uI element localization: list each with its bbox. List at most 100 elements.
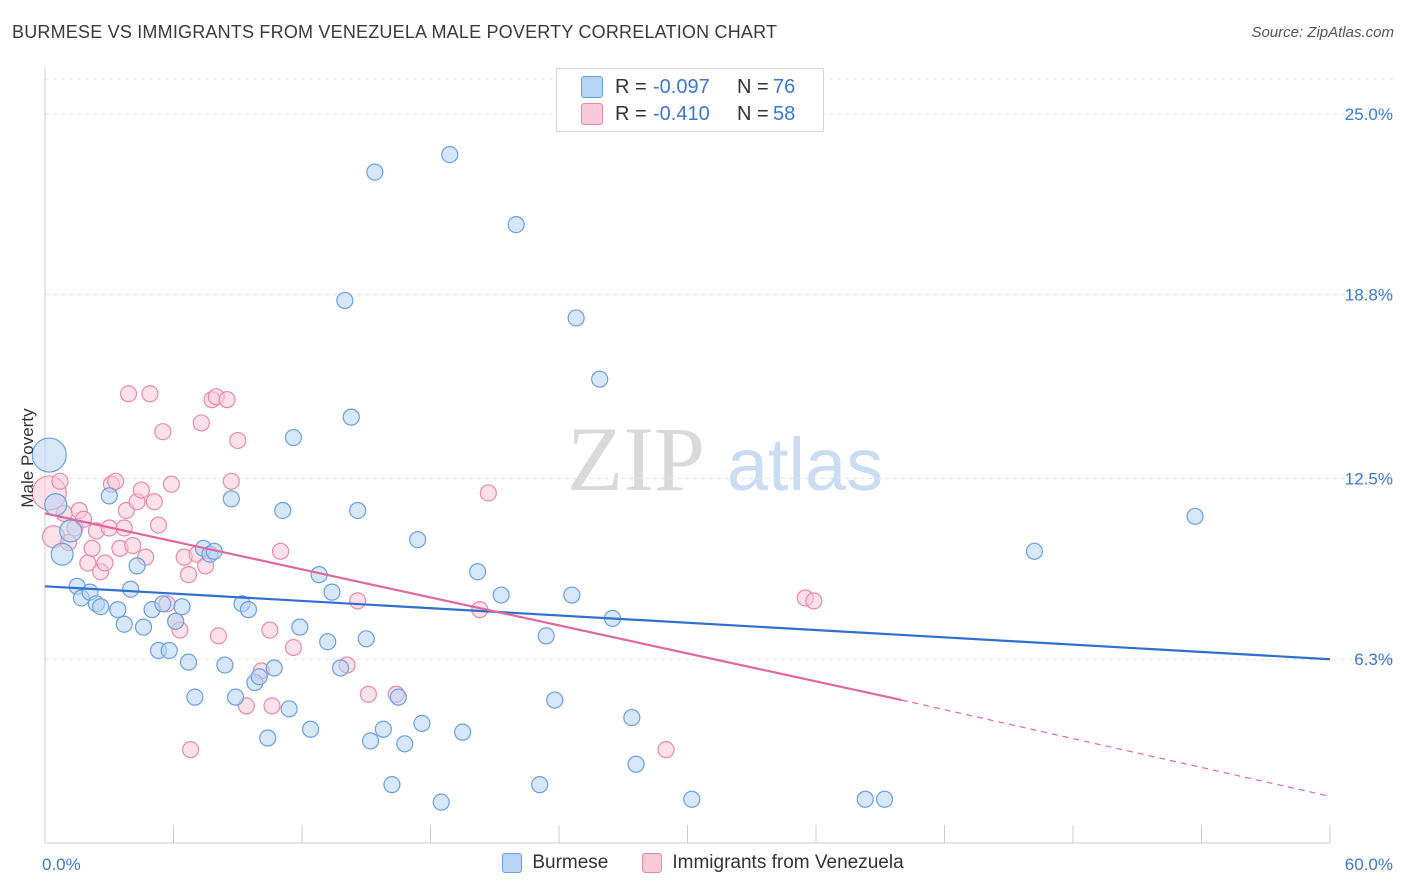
burmese-point	[623, 708, 641, 727]
burmese-point	[396, 735, 414, 753]
burmese-point	[563, 586, 581, 604]
burmese-point	[186, 688, 204, 706]
venezuela-point	[119, 385, 138, 403]
y-tick-label: 6.3%	[1354, 650, 1393, 669]
venezuela-point	[284, 638, 303, 657]
n-value: 76	[773, 75, 796, 98]
venezuela-point	[222, 472, 240, 490]
burmese-point	[507, 216, 525, 234]
legend-swatch-blue	[581, 76, 603, 98]
watermark-atlas: atlas	[727, 423, 883, 506]
venezuela-point	[359, 685, 377, 703]
burmese-point	[239, 601, 258, 619]
venezuela-point	[51, 472, 69, 490]
venezuela-point	[83, 539, 101, 557]
legend-row-venezuela: R = -0.410 N = 58	[581, 102, 795, 126]
legend-item-burmese[interactable]: Burmese	[502, 852, 608, 874]
venezuela-point	[154, 423, 172, 441]
r-value: -0.410	[653, 102, 710, 125]
burmese-point	[1025, 542, 1044, 560]
burmese-point	[409, 531, 427, 549]
venezuela-point	[149, 516, 168, 534]
y-tick-label: 25.0%	[1345, 105, 1393, 124]
burmese-point	[274, 501, 292, 520]
y-tick-label: 12.5%	[1345, 469, 1393, 488]
legend-item-venezuela[interactable]: Immigrants from Venezuela	[642, 852, 904, 874]
burmese-point	[567, 309, 585, 327]
burmese-point	[259, 729, 277, 747]
burmese-point	[1186, 507, 1204, 525]
burmese-point	[531, 776, 549, 794]
legend-swatch-blue	[502, 853, 523, 873]
burmese-point	[441, 145, 459, 164]
venezuela-point	[107, 472, 125, 490]
burmese-point	[167, 612, 185, 630]
y-axis-label: Male Poverty	[18, 408, 37, 508]
r-label: R =	[615, 102, 647, 125]
series-legend: Burmese Immigrants from Venezuela	[0, 852, 1406, 874]
burmese-point	[331, 659, 350, 677]
burmese-point	[875, 790, 894, 808]
burmese-point	[280, 700, 298, 718]
burmese-point	[454, 723, 472, 741]
burmese-point	[173, 598, 191, 616]
venezuela-point	[805, 592, 823, 610]
burmese-point	[349, 501, 367, 520]
burmese-point	[627, 755, 645, 773]
burmese-point	[856, 790, 874, 808]
burmese-point	[134, 618, 153, 636]
x-tick-label-max: 60.0%	[1345, 855, 1393, 874]
burmese-point	[160, 641, 178, 660]
burmese-point	[100, 487, 118, 505]
burmese-point	[109, 601, 127, 619]
venezuela-point	[479, 484, 497, 502]
burmese-point	[683, 790, 701, 808]
n-value: 58	[773, 102, 796, 125]
burmese-point	[389, 688, 407, 706]
burmese-point	[374, 720, 392, 738]
venezuela-point	[115, 519, 133, 537]
burmese-point	[366, 163, 384, 181]
legend-label-venezuela: Immigrants from Venezuela	[672, 852, 904, 873]
burmese-point	[413, 714, 431, 733]
n-label: N =	[737, 102, 769, 125]
legend-swatch-pink	[581, 103, 603, 125]
venezuela-trend-line	[44, 512, 902, 702]
venezuela-point	[182, 741, 200, 759]
x-tick-label-min: 0.0%	[42, 855, 81, 874]
burmese-point	[492, 586, 510, 604]
legend-row-burmese: R = -0.097 N = 76	[581, 75, 795, 99]
burmese-point	[291, 618, 309, 636]
burmese-point	[361, 732, 380, 750]
burmese-point	[284, 428, 303, 447]
venezuela-point	[96, 554, 114, 572]
burmese-point	[342, 408, 360, 426]
venezuela-point	[124, 536, 142, 555]
venezuela-point	[132, 481, 150, 499]
burmese-point	[154, 595, 172, 613]
legend-swatch-pink	[642, 853, 663, 873]
legend-label-burmese: Burmese	[532, 852, 609, 873]
correlation-legend: R = -0.097 N = 76 R = -0.410 N = 58	[556, 68, 824, 132]
burmese-point	[115, 615, 133, 633]
r-label: R =	[615, 75, 647, 98]
venezuela-point	[657, 741, 675, 759]
venezuela-point	[229, 431, 247, 450]
burmese-point	[122, 580, 140, 598]
venezuela-point	[261, 621, 279, 639]
venezuela-point	[271, 542, 290, 560]
venezuela-point	[209, 627, 228, 645]
burmese-point	[383, 776, 401, 794]
chart-title: BURMESE VS IMMIGRANTS FROM VENEZUELA MAL…	[12, 22, 778, 42]
burmese-point	[319, 633, 337, 651]
burmese-point	[357, 630, 375, 648]
r-value: -0.097	[653, 75, 710, 98]
venezuela-point	[263, 697, 281, 715]
venezuela-trend-extension	[901, 699, 1331, 797]
burmese-point	[323, 583, 341, 601]
watermark-zip: ZIP	[567, 408, 705, 510]
burmese-point	[250, 668, 268, 686]
burmese-point	[179, 653, 198, 671]
venezuela-point	[141, 385, 159, 403]
n-label: N =	[737, 75, 769, 98]
